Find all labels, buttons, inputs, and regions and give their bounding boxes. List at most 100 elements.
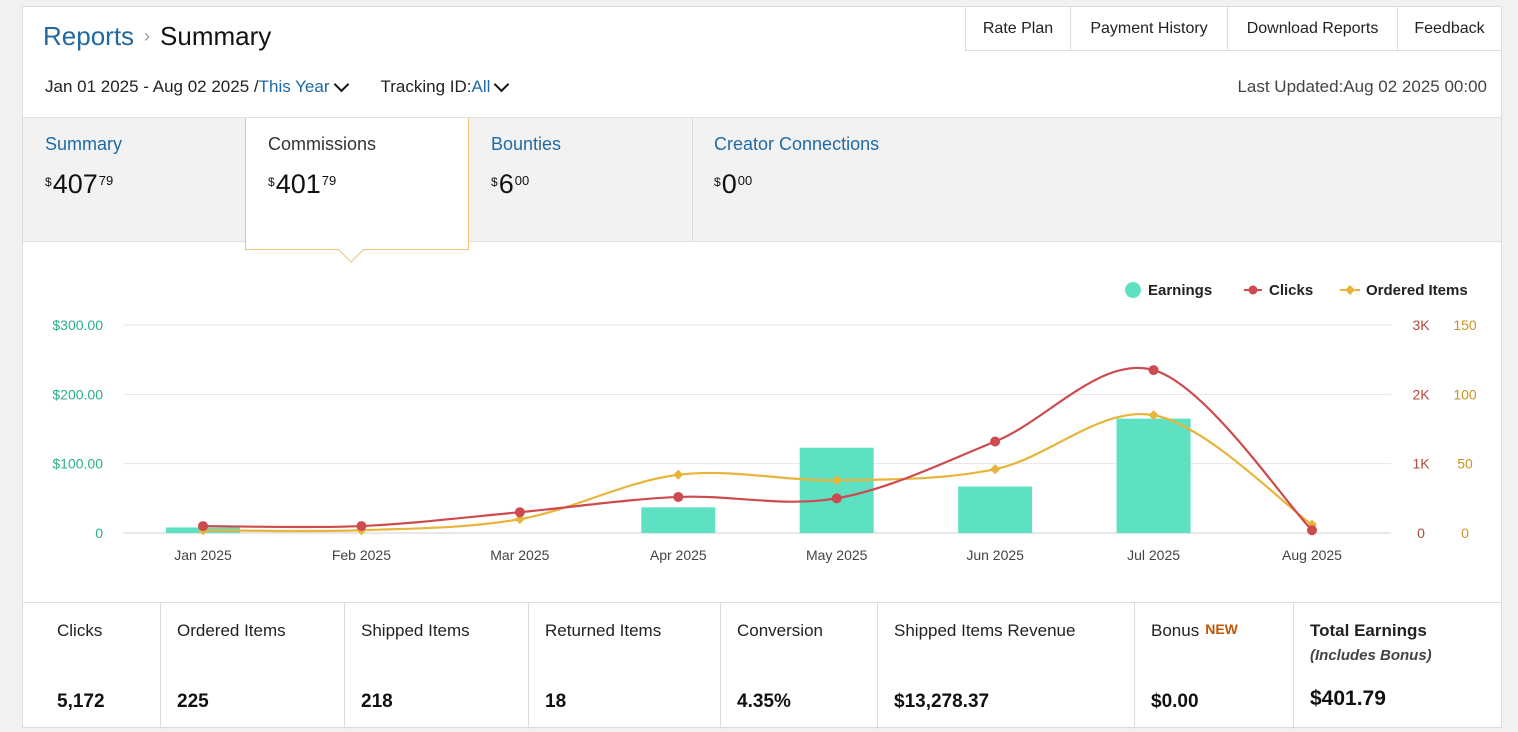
report-card: Reports › Summary Rate Plan Payment Hist… (22, 6, 1502, 729)
currency-symbol: $ (268, 175, 275, 189)
download-reports-button[interactable]: Download Reports (1227, 7, 1397, 50)
left-axis-tick-label: 0 (95, 525, 103, 541)
earnings-bar (641, 507, 716, 533)
stat-shipped-items: Shipped Items 218 (344, 603, 528, 729)
stat-shipped-revenue: Shipped Items Revenue $13,278.37 (877, 603, 1134, 729)
ordered-items-point (1148, 410, 1159, 421)
x-axis-tick-label: Mar 2025 (490, 547, 549, 563)
filters-bar: Jan 01 2025 - Aug 02 2025 / This Year Tr… (45, 76, 515, 97)
tab-creator-connections[interactable]: Creator Connections $ 0 00 (692, 118, 1012, 242)
x-axis-tick-label: Feb 2025 (332, 547, 391, 563)
earnings-bar (958, 486, 1033, 533)
tab-divider (692, 118, 693, 242)
clicks-point (831, 493, 842, 504)
amount-whole: 401 (275, 169, 321, 199)
top-nav: Rate Plan Payment History Download Repor… (965, 6, 1502, 51)
right-axis-clicks-tick-label: 1K (1412, 456, 1430, 472)
stat-label: Returned Items (545, 621, 662, 640)
amount-cents: 79 (321, 173, 337, 188)
stat-value: $401.79 (1310, 687, 1386, 710)
summary-tabs: Summary $ 407 79 Commissions $ 401 79 Bo… (23, 117, 1501, 263)
stat-value: 225 (177, 691, 209, 712)
stat-label: Ordered Items (177, 621, 286, 640)
legend-ordered-items-label: Ordered Items (1366, 282, 1468, 299)
breadcrumb-separator-icon: › (144, 26, 151, 46)
stat-value: 5,172 (57, 691, 105, 712)
earnings-bar (799, 447, 874, 533)
stat-sublabel: (Includes Bonus) (1310, 647, 1432, 664)
right-axis-items-tick-label: 50 (1457, 456, 1473, 472)
tab-bounties-amount: $ 6 00 (491, 169, 670, 199)
x-axis-tick-label: Jan 2025 (174, 547, 232, 563)
feedback-button[interactable]: Feedback (1397, 7, 1501, 50)
amount-cents: 00 (737, 173, 753, 188)
clicks-point (514, 507, 525, 518)
amount-cents: 79 (98, 173, 114, 188)
tracking-chevron-down-icon[interactable] (494, 76, 510, 92)
tab-creator-connections-amount: $ 0 00 (714, 169, 990, 199)
tab-summary[interactable]: Summary $ 407 79 (23, 118, 246, 242)
stat-returned-items: Returned Items 18 (528, 603, 720, 729)
stats-row: Clicks 5,172 Ordered Items 225 Shipped I… (23, 602, 1501, 729)
breadcrumb: Reports › Summary (43, 21, 271, 52)
stat-value: 218 (361, 691, 393, 712)
currency-symbol: $ (45, 175, 52, 189)
tracking-id-dropdown[interactable]: All (471, 77, 491, 96)
tab-commissions-label: Commissions (268, 134, 377, 154)
left-axis-tick-label: $200.00 (52, 386, 103, 402)
stat-clicks: Clicks 5,172 (23, 603, 160, 729)
ordered-items-point (831, 475, 842, 486)
stat-label: Total Earnings (1310, 621, 1427, 640)
earnings-bar (1116, 418, 1191, 533)
clicks-point (1148, 365, 1159, 376)
clicks-point (673, 491, 684, 502)
x-axis-tick-label: Jul 2025 (1127, 547, 1180, 563)
tab-bounties[interactable]: Bounties $ 6 00 (469, 118, 692, 242)
legend-ordered-items-swatch-icon (1345, 285, 1355, 295)
amount-whole: 0 (721, 169, 737, 199)
rate-plan-button[interactable]: Rate Plan (966, 7, 1070, 50)
right-axis-items-tick-label: 100 (1453, 386, 1477, 402)
clicks-point (990, 436, 1001, 447)
left-axis-tick-label: $100.00 (52, 456, 103, 472)
stat-value: $0.00 (1151, 691, 1199, 712)
x-axis-tick-label: Aug 2025 (1282, 547, 1342, 563)
x-axis-tick-label: Apr 2025 (650, 547, 707, 563)
tab-creator-connections-label: Creator Connections (714, 134, 880, 154)
date-range-text: Jan 01 2025 - Aug 02 2025 / (45, 77, 259, 96)
stat-label: Conversion (737, 621, 823, 640)
tab-summary-amount: $ 407 79 (45, 169, 224, 199)
ordered-items-point (990, 464, 1001, 475)
tab-commissions[interactable]: Commissions $ 401 79 (245, 118, 469, 263)
stat-label: Clicks (57, 621, 103, 640)
new-badge: NEW (1205, 621, 1238, 637)
amount-whole: 6 (498, 169, 514, 199)
stat-value: $13,278.37 (894, 691, 990, 712)
payment-history-button[interactable]: Payment History (1070, 7, 1227, 50)
stat-total-earnings: Total Earnings (Includes Bonus) $401.79 (1293, 603, 1501, 729)
stat-value: 18 (545, 691, 567, 712)
period-dropdown[interactable]: This Year (258, 77, 330, 96)
tracking-id-label: Tracking ID: (380, 77, 472, 96)
legend-earnings-swatch-icon (1125, 282, 1141, 298)
amount-whole: 407 (52, 169, 98, 199)
right-axis-items-tick-label: 0 (1461, 525, 1469, 541)
page-title: Summary (160, 21, 272, 51)
last-updated-text: Last Updated:Aug 02 2025 00:00 (1237, 77, 1487, 96)
ordered-items-point (673, 469, 684, 480)
period-chevron-down-icon[interactable] (333, 76, 349, 92)
stat-bonus: Bonus NEW $0.00 (1134, 603, 1293, 729)
stat-label: Shipped Items (361, 621, 470, 640)
currency-symbol: $ (714, 175, 721, 189)
right-axis-clicks-tick-label: 2K (1412, 386, 1430, 402)
x-axis-tick-label: Jun 2025 (966, 547, 1024, 563)
legend-clicks-swatch-icon (1248, 285, 1258, 295)
stat-value: 4.35% (737, 691, 791, 712)
clicks-point (356, 521, 367, 532)
clicks-point (1307, 525, 1317, 536)
right-axis-clicks-tick-label: 0 (1417, 525, 1425, 541)
currency-symbol: $ (491, 175, 498, 189)
breadcrumb-reports-link[interactable]: Reports (43, 21, 135, 51)
stat-label: Bonus NEW (1151, 621, 1238, 640)
right-axis-items-tick-label: 150 (1453, 317, 1477, 333)
